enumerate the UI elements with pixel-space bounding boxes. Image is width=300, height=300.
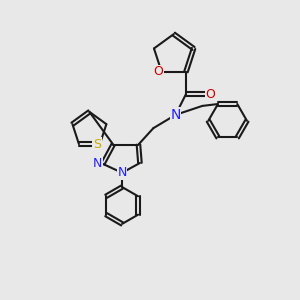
Text: S: S [93, 138, 101, 151]
Text: N: N [170, 108, 181, 122]
Text: O: O [153, 65, 163, 78]
Text: N: N [117, 166, 127, 179]
Text: N: N [93, 158, 102, 170]
Text: O: O [206, 88, 216, 100]
